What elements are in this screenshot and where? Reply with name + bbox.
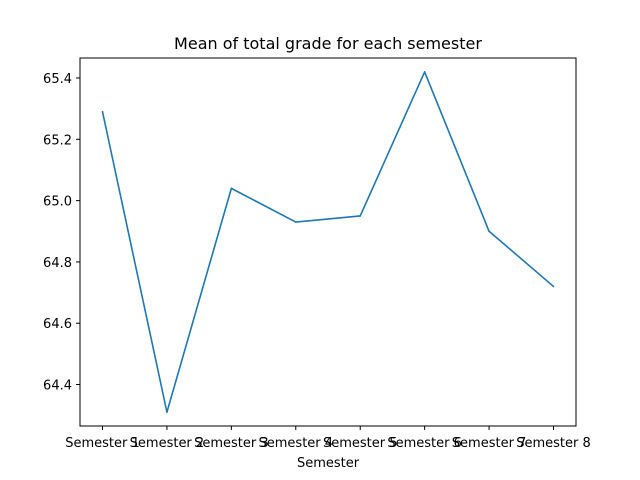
- data-point: [359, 215, 362, 217]
- x-tick-label: Semester 1: [65, 436, 140, 451]
- y-tick-label: 65.0: [43, 195, 72, 210]
- y-tick-label: 64.6: [43, 317, 72, 332]
- x-tick-label: Semester 2: [130, 436, 205, 451]
- chart-title: Mean of total grade for each semester: [174, 34, 482, 53]
- x-tick-label: Semester 8: [516, 436, 591, 451]
- x-tick-label: Semester 7: [452, 436, 527, 451]
- x-tick-label: Semester 6: [387, 436, 462, 451]
- y-tick-label: 65.4: [43, 72, 72, 87]
- x-axis-label: Semester: [297, 456, 360, 471]
- data-point: [166, 411, 168, 413]
- y-tick-label: 65.2: [43, 133, 72, 148]
- data-point: [423, 71, 426, 73]
- data-point: [294, 221, 297, 223]
- data-point: [552, 285, 555, 288]
- series-layer: [101, 71, 555, 413]
- data-point: [101, 110, 104, 113]
- x-tick-label: Semester 4: [259, 436, 334, 451]
- plot-frame: [79, 57, 577, 427]
- data-point: [230, 187, 233, 190]
- data-point: [488, 230, 490, 233]
- y-tick-label: 64.8: [43, 256, 72, 271]
- x-tick-label: Semester 5: [323, 436, 398, 451]
- x-tick-label: Semester 3: [194, 436, 269, 451]
- series-line: [101, 71, 555, 413]
- y-tick-label: 64.4: [43, 379, 72, 394]
- y-axis: 64.4 64.6 64.8 65.0 65.2 65.4: [43, 72, 80, 394]
